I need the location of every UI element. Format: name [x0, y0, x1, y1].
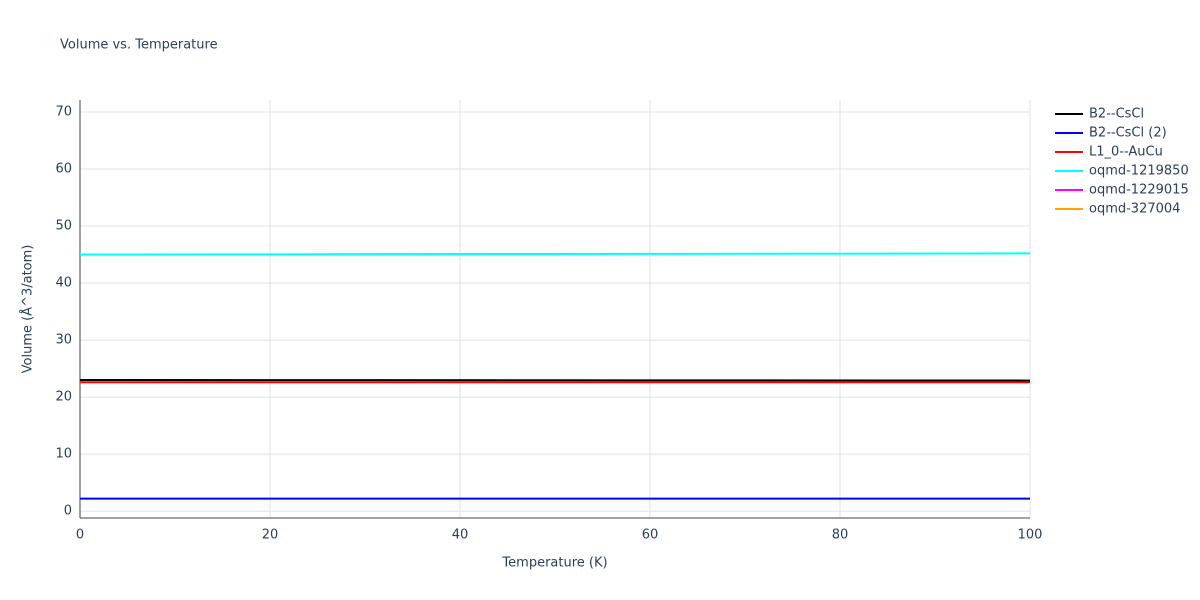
series-line — [79, 252, 1031, 256]
legend-label: oqmd-1219850 — [1089, 164, 1189, 179]
x-tick-label: 20 — [262, 528, 279, 543]
y-tick-label: 20 — [55, 390, 72, 405]
x-tick-label: 100 — [1018, 528, 1043, 543]
y-tick-label: 50 — [55, 219, 72, 234]
y-tick-label: 0 — [64, 504, 72, 519]
legend-label: L1_0--AuCu — [1089, 145, 1163, 160]
legend-label: oqmd-327004 — [1089, 202, 1180, 217]
y-tick-label: 70 — [55, 104, 72, 119]
x-tick-label: 60 — [642, 528, 659, 543]
y-tick-label: 10 — [55, 447, 72, 462]
legend-label: B2--CsCl — [1089, 107, 1144, 122]
x-axis-label: Temperature (K) — [501, 556, 607, 571]
y-axis-label: Volume (Å^3/atom) — [20, 245, 36, 374]
legend-label: B2--CsCl (2) — [1089, 126, 1167, 141]
series-line — [79, 379, 1031, 382]
legend-label: oqmd-1229015 — [1089, 183, 1189, 198]
x-tick-label: 40 — [452, 528, 469, 543]
y-tick-label: 60 — [55, 162, 72, 177]
x-tick-label: 0 — [76, 528, 84, 543]
y-tick-label: 40 — [55, 276, 72, 291]
x-tick-label: 80 — [832, 528, 849, 543]
chart-title: Volume vs. Temperature — [60, 38, 218, 53]
y-tick-label: 30 — [55, 333, 72, 348]
